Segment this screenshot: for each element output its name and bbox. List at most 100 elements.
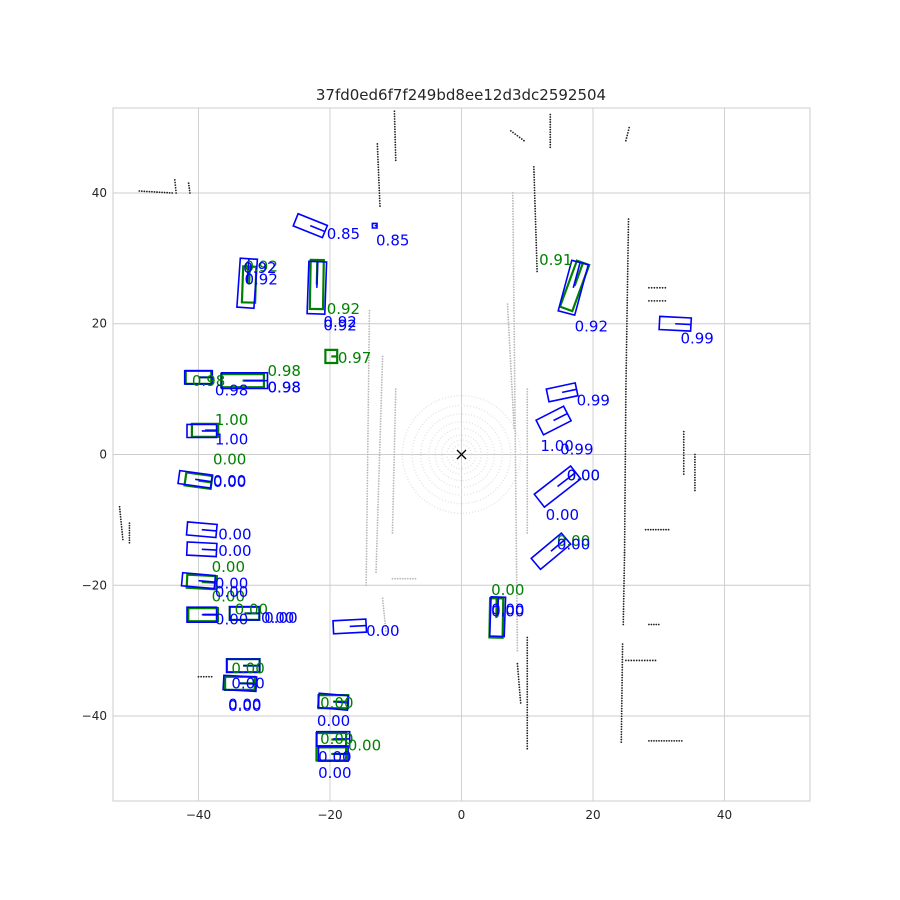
lidar-point-near <box>513 341 516 343</box>
lidar-point-near <box>368 346 370 349</box>
lidar-point <box>668 739 671 742</box>
lidar-point <box>622 605 625 608</box>
lidar-point <box>621 679 624 682</box>
lidar-point <box>174 186 177 189</box>
lidar-point <box>534 223 537 226</box>
lidar-point-near <box>376 540 378 542</box>
lidar-point <box>509 129 512 132</box>
lidar-point <box>526 703 529 706</box>
lidar-point-near <box>515 571 518 574</box>
score-label: 0.00 <box>218 525 251 543</box>
lidar-point <box>624 437 627 440</box>
lidar-point-near <box>515 503 517 506</box>
lidar-point <box>549 146 552 149</box>
lidar-point <box>393 118 396 120</box>
score-label: 0.98 <box>192 372 225 390</box>
lidar-point-near <box>367 414 370 417</box>
lidar-point <box>378 199 381 202</box>
lidar-point-near <box>515 586 518 589</box>
score-label: 0.00 <box>235 601 268 619</box>
lidar-point <box>620 699 623 702</box>
lidar-point <box>516 668 519 670</box>
lidar-point-near <box>514 458 517 461</box>
lidar-point-near <box>368 317 371 320</box>
lidar-point <box>526 714 529 716</box>
lidar-point-near <box>512 223 515 226</box>
lidar-point <box>549 118 552 121</box>
score-label: 0.00 <box>213 472 246 490</box>
lidar-point <box>620 697 623 700</box>
score-label: 0.99 <box>680 329 713 347</box>
lidar-point-near <box>526 505 529 508</box>
score-label: 0.00 <box>215 583 248 601</box>
lidar-point-near <box>513 362 516 364</box>
score-label: 0.99 <box>577 391 610 409</box>
lidar-point <box>533 168 535 171</box>
pred-box-heading <box>550 538 567 552</box>
lidar-point <box>549 131 552 134</box>
lidar-point-near <box>511 194 514 197</box>
lidar-point-near <box>526 461 529 464</box>
lidar-point-near <box>378 472 380 475</box>
lidar-point-near <box>392 508 394 511</box>
lidar-point-near <box>513 328 516 330</box>
lidar-point <box>378 197 381 200</box>
lidar-point <box>626 309 629 312</box>
lidar-point-near <box>512 419 515 422</box>
lidar-point-near <box>392 474 395 477</box>
pred-box <box>292 212 329 239</box>
lidar-point <box>625 346 628 349</box>
lidar-point-near <box>526 524 529 527</box>
score-label: 0.00 <box>212 588 245 606</box>
lidar-point-near <box>378 475 380 477</box>
lidar-point-near <box>509 357 512 360</box>
lidar-point-near <box>367 411 370 414</box>
score-label: 0.00 <box>366 622 399 640</box>
lidar-point-near <box>379 438 381 441</box>
lidar-point-near <box>391 532 394 534</box>
lidar-point <box>624 447 627 450</box>
lidar-point <box>393 112 396 115</box>
lidar-point-near <box>368 351 370 354</box>
lidar-point <box>627 226 630 228</box>
lidar-point <box>626 296 629 299</box>
lidar-point <box>694 456 696 458</box>
lidar-point-near <box>380 410 382 412</box>
lidar-point-near <box>394 388 397 391</box>
lidar-point-near <box>514 422 517 425</box>
lidar-point <box>534 210 537 213</box>
lidar-point-near <box>515 521 518 524</box>
lidar-point-near <box>375 555 378 558</box>
lidar-point-near <box>377 480 380 483</box>
lidar-point <box>624 460 627 463</box>
lidar-point-near <box>516 607 518 610</box>
lidar-point <box>622 590 625 592</box>
lidar-point <box>143 190 146 193</box>
lidar-point <box>377 163 380 166</box>
lidar-point-near <box>514 411 516 414</box>
lidar-point-near <box>368 348 370 351</box>
lidar-point-near <box>526 406 529 409</box>
lidar-point-near <box>507 313 509 316</box>
lidar-point <box>625 333 628 336</box>
lidar-point-near <box>512 417 515 419</box>
lidar-point <box>620 702 623 705</box>
pred-box-heading <box>316 261 319 288</box>
lidar-point <box>514 133 517 136</box>
lidar-point <box>394 149 397 151</box>
lidar-point <box>682 438 685 441</box>
lidar-point-near <box>514 409 516 411</box>
lidar-point-near <box>380 391 383 394</box>
lidar-point-near <box>393 443 396 445</box>
lidar-point <box>624 396 627 398</box>
lidar-point <box>626 286 629 289</box>
lidar-point <box>518 686 521 689</box>
lidar-point-near <box>366 482 369 485</box>
lidar-point-near <box>375 550 378 553</box>
lidar-point-near <box>365 534 368 537</box>
lidar-point <box>627 244 630 247</box>
score-label: 0.00 <box>557 535 590 553</box>
lidar-point <box>188 187 191 189</box>
lidar-point-near <box>378 467 381 470</box>
lidar-point <box>694 486 696 489</box>
